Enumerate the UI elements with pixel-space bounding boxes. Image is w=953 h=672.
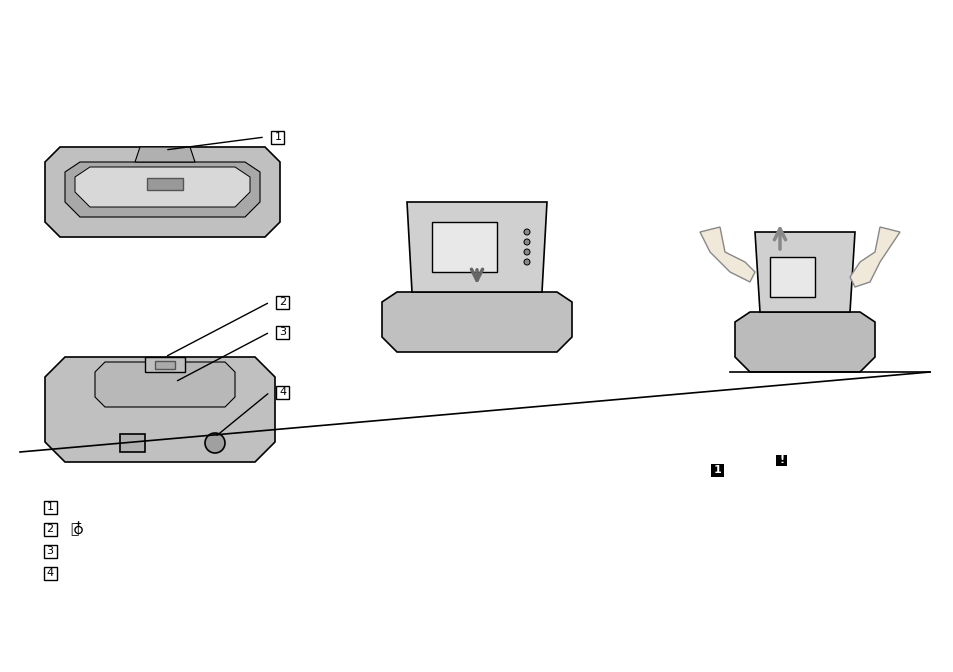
FancyBboxPatch shape	[44, 544, 56, 558]
FancyBboxPatch shape	[276, 296, 289, 308]
Text: 1: 1	[714, 465, 721, 475]
FancyBboxPatch shape	[44, 501, 56, 513]
Polygon shape	[754, 232, 854, 312]
Circle shape	[523, 239, 530, 245]
FancyBboxPatch shape	[272, 130, 284, 144]
Text: 2: 2	[279, 297, 286, 307]
FancyBboxPatch shape	[276, 386, 289, 398]
Text: 4: 4	[47, 568, 53, 578]
FancyBboxPatch shape	[276, 325, 289, 339]
FancyBboxPatch shape	[769, 257, 814, 297]
Circle shape	[523, 229, 530, 235]
Circle shape	[523, 249, 530, 255]
Text: 4: 4	[279, 387, 286, 397]
FancyBboxPatch shape	[120, 434, 145, 452]
FancyBboxPatch shape	[44, 523, 56, 536]
Text: 1: 1	[274, 132, 281, 142]
Polygon shape	[45, 147, 280, 237]
FancyBboxPatch shape	[711, 464, 723, 476]
Polygon shape	[135, 147, 194, 162]
Polygon shape	[381, 292, 572, 352]
FancyBboxPatch shape	[44, 566, 56, 579]
Polygon shape	[407, 202, 546, 292]
Text: ♁: ♁	[73, 521, 84, 536]
Polygon shape	[700, 227, 754, 282]
FancyBboxPatch shape	[147, 178, 183, 190]
Text: !: !	[779, 455, 783, 465]
Polygon shape	[849, 227, 899, 287]
FancyBboxPatch shape	[154, 361, 174, 369]
FancyBboxPatch shape	[432, 222, 497, 272]
Text: 3: 3	[47, 546, 53, 556]
Polygon shape	[45, 357, 274, 462]
Circle shape	[205, 433, 225, 453]
Text: 2: 2	[47, 524, 53, 534]
Polygon shape	[75, 167, 250, 207]
Polygon shape	[734, 312, 874, 372]
FancyBboxPatch shape	[145, 357, 185, 372]
Polygon shape	[95, 362, 234, 407]
Text: ⒯: ⒯	[70, 522, 78, 536]
Text: 1: 1	[47, 502, 53, 512]
Circle shape	[523, 259, 530, 265]
Text: 3: 3	[279, 327, 286, 337]
FancyBboxPatch shape	[776, 454, 786, 466]
Polygon shape	[65, 162, 260, 217]
